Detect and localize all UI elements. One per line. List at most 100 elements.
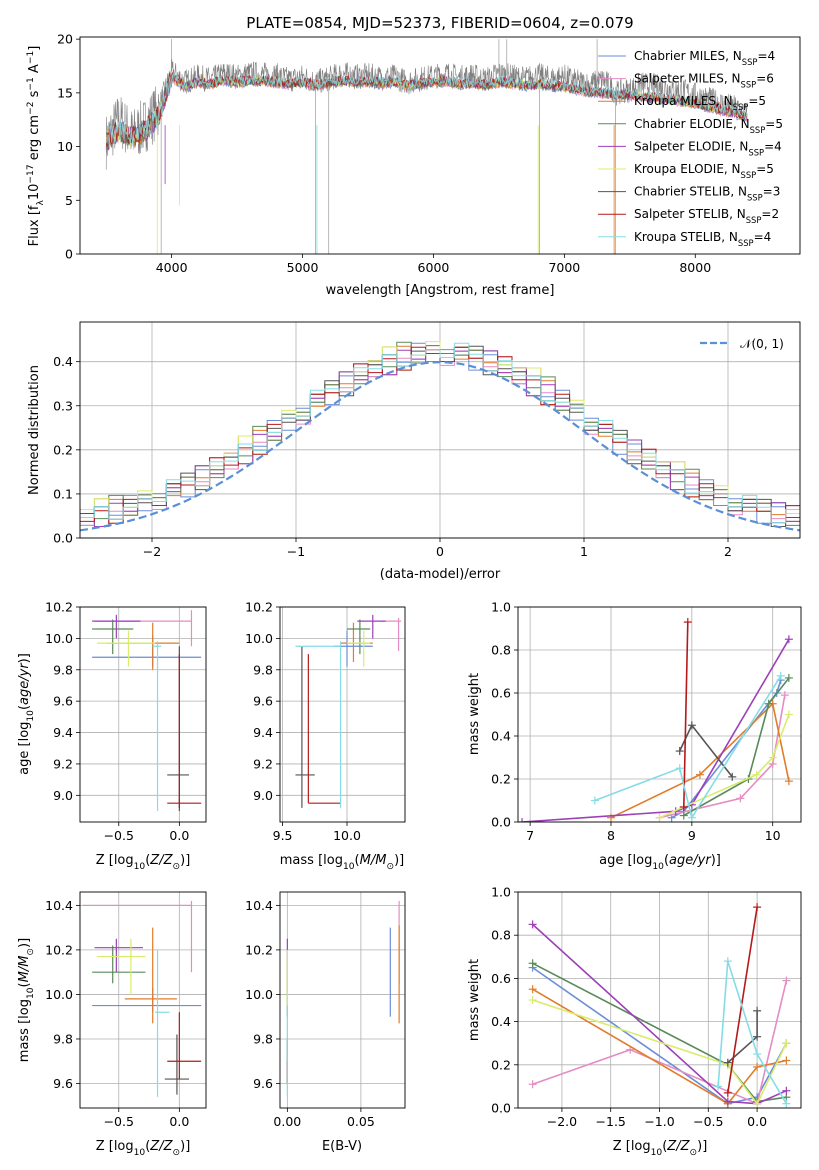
y-tick-label: 0.2: [53, 442, 73, 457]
mass-weight-line: [727, 1010, 758, 1064]
mass-weight-line: [683, 621, 689, 808]
x-tick-label: 7: [526, 828, 534, 843]
y-tick-label: 10.4: [45, 898, 73, 913]
data-point: [92, 987, 202, 1013]
data-point: [347, 619, 371, 655]
x-tick-label: 10: [765, 828, 781, 843]
y-tick-label: 9.6: [53, 1076, 73, 1091]
x-tick-label: 0: [436, 544, 444, 559]
y-tick-label: 0.4: [491, 729, 511, 744]
y-tick-label: 10.2: [245, 600, 273, 615]
y-tick-label: 1.0: [491, 600, 511, 615]
y-tick-label: 0.6: [491, 686, 511, 701]
y-tick-label: 10.0: [45, 631, 73, 646]
data-point: [94, 938, 143, 973]
y-tick-label: 1.0: [491, 885, 511, 900]
mass-weight-line: [532, 999, 788, 1106]
data-point: [92, 619, 134, 655]
legend-entry: Kroupa MILES, NSSP=5: [634, 94, 766, 112]
legend-entry: Chabrier MILES, NSSP=4: [634, 49, 775, 67]
mass-weight-line: [594, 675, 782, 820]
y-axis-label: mass [log10(M/M⊙)]: [17, 938, 36, 1062]
y-tick-label: 9.8: [253, 662, 273, 677]
y-tick-label: 9.8: [53, 662, 73, 677]
plot-area: [528, 903, 791, 1108]
observed-spectrum-line: [105, 58, 748, 170]
mass-weight-line: [610, 702, 790, 819]
data-point: [94, 610, 193, 647]
y-tick-label: 10: [57, 139, 73, 154]
legend: 𝒩(0, 1): [700, 337, 784, 351]
y-tick-label: 10.2: [245, 942, 273, 957]
x-tick-label: −1.5: [596, 1114, 626, 1129]
y-tick-label: 10.0: [245, 987, 273, 1002]
legend-entry: Chabrier ELODIE, NSSP=5: [634, 117, 783, 135]
mass-weight-vs-age-panel: 7 8 9 10 0.0 0.2 0.4 0.6 0.8 1.0: [491, 600, 802, 843]
y-tick-label: 9.2: [53, 756, 73, 771]
data-point: [96, 630, 156, 667]
mass-weight-line: [659, 714, 790, 819]
x-axis-label: Z [log10(Z/Z⊙)]: [96, 1139, 191, 1158]
x-tick-label: 0.05: [347, 1114, 375, 1129]
y-axis-label: age [log10(age/yr)]: [17, 653, 36, 775]
y-tick-label: 0.1: [53, 486, 73, 501]
data-point: [82, 900, 193, 973]
y-tick-label: 15: [57, 85, 73, 100]
data-point: [167, 654, 202, 808]
x-tick-label: 0.0: [747, 1114, 767, 1129]
mass-weight-line: [683, 677, 790, 817]
y-tick-label: 0.8: [491, 928, 511, 943]
x-tick-label: 6000: [418, 260, 450, 275]
x-axis-label: Z [log10(Z/Z⊙)]: [96, 853, 191, 872]
x-tick-label: 0.0: [169, 828, 189, 843]
y-tick-label: 10.4: [245, 898, 273, 913]
x-tick-label: −2: [143, 544, 161, 559]
legend-entry: Salpeter MILES, NSSP=6: [634, 72, 774, 90]
y-tick-label: 0.2: [491, 1057, 511, 1072]
plot-area: [80, 341, 800, 532]
legend: Chabrier MILES, NSSP=4 Salpeter MILES, NS…: [598, 49, 783, 248]
y-tick-label: 9.6: [253, 1076, 273, 1091]
plot-area: [286, 900, 400, 1097]
y-axis-label: mass weight: [467, 673, 482, 755]
axes-frame: [79, 606, 207, 823]
plot-area: [295, 614, 402, 808]
legend-entry: 𝒩(0, 1): [740, 337, 784, 351]
x-tick-label: −2.0: [547, 1114, 577, 1129]
mass-weight-line: [727, 906, 758, 1094]
x-axis-label: (data-model)/error: [380, 567, 501, 582]
x-axis-label: age [log10(age/yr)]: [599, 853, 721, 872]
histogram-series: [80, 342, 800, 524]
data-point: [295, 646, 315, 808]
normal-reference-curve: [80, 360, 800, 532]
y-tick-label: 9.0: [53, 788, 73, 803]
data-point: [96, 938, 146, 995]
data-point: [357, 614, 386, 639]
y-tick-label: 9.6: [253, 694, 273, 709]
y-tick-label: 5: [65, 193, 73, 208]
y-tick-label: 9.2: [253, 756, 273, 771]
data-point: [155, 949, 170, 1097]
plot-area: [82, 900, 202, 1097]
data-point: [347, 630, 371, 667]
y-tick-label: 9.4: [53, 725, 73, 740]
data-point: [124, 927, 177, 1024]
data-point: [92, 614, 141, 639]
legend-entry: Salpeter ELODIE, NSSP=4: [634, 139, 782, 157]
mass-weight-line: [521, 638, 790, 822]
chart-title: PLATE=0854, MJD=52373, FIBERID=0604, z=0…: [246, 14, 633, 32]
y-tick-label: 20: [57, 32, 73, 47]
y-tick-label: 0.4: [53, 354, 73, 369]
legend-entry: Salpeter STELIB, NSSP=2: [634, 207, 779, 225]
y-tick-label: 0.0: [491, 815, 511, 830]
x-axis-label: mass [log10(M/M⊙)]: [280, 853, 404, 872]
axes-frame: [79, 321, 801, 539]
data-point: [167, 646, 190, 812]
y-axis-label: Flux [fλ10−17 erg cm−2 s−1 A−1]: [26, 46, 46, 247]
model-spectrum-line: [105, 71, 748, 148]
data-point: [167, 1012, 202, 1080]
x-tick-label: 9.5: [273, 828, 293, 843]
plot-area: [105, 39, 748, 254]
y-tick-label: 0.8: [491, 643, 511, 658]
mass-weight-line: [717, 960, 788, 1105]
